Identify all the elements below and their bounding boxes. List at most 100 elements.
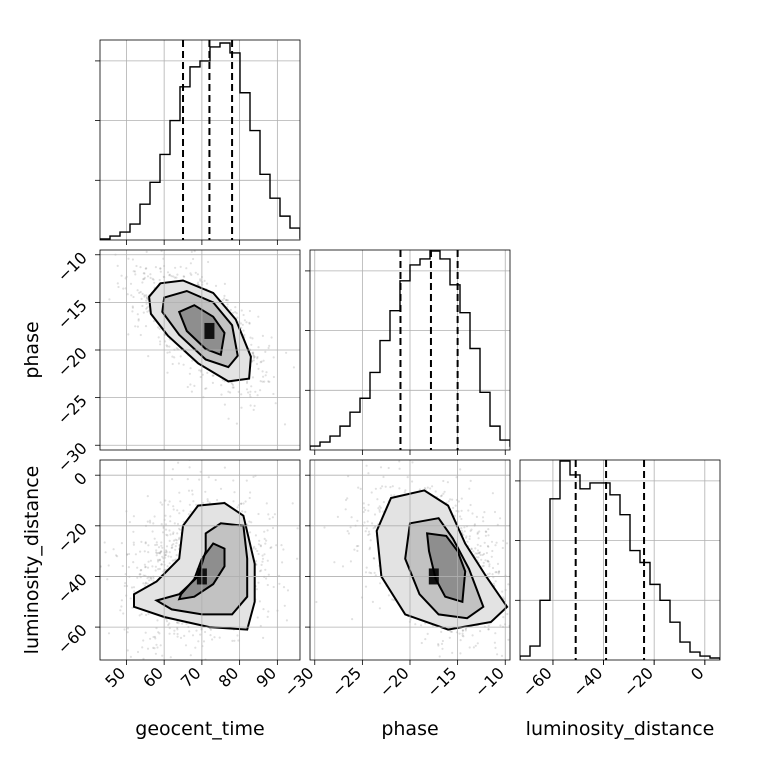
scatter-point bbox=[181, 664, 183, 666]
scatter-point bbox=[460, 527, 463, 530]
scatter-point bbox=[197, 284, 200, 287]
scatter-point bbox=[423, 487, 426, 490]
scatter-point bbox=[269, 546, 272, 550]
scatter-point bbox=[126, 649, 129, 652]
scatter-point bbox=[178, 491, 181, 494]
scatter-point bbox=[175, 554, 178, 557]
scatter-point bbox=[262, 375, 265, 378]
scatter-point bbox=[258, 570, 262, 573]
scatter-point bbox=[123, 628, 126, 631]
scatter-point bbox=[487, 624, 490, 627]
scatter-point bbox=[261, 370, 264, 373]
scatter-point bbox=[157, 326, 160, 329]
scatter-point bbox=[224, 298, 228, 302]
scatter-point bbox=[182, 363, 185, 366]
scatter-point bbox=[387, 594, 390, 597]
scatter-point bbox=[283, 423, 287, 426]
scatter-point bbox=[176, 635, 179, 638]
scatter-point bbox=[152, 577, 155, 580]
scatter-point bbox=[272, 585, 275, 589]
scatter-point bbox=[176, 273, 179, 276]
scatter-point bbox=[280, 544, 283, 547]
scatter-point bbox=[141, 646, 144, 649]
scatter-point bbox=[256, 549, 259, 553]
scatter-point bbox=[468, 487, 471, 490]
scatter-point bbox=[129, 282, 133, 285]
scatter-point bbox=[344, 508, 347, 511]
xtick-label-phase-3: −15 bbox=[423, 663, 460, 700]
scatter-point bbox=[474, 547, 477, 550]
scatter-point bbox=[156, 619, 159, 622]
scatter-point bbox=[249, 491, 252, 494]
scatter-point bbox=[135, 264, 138, 268]
scatter-point bbox=[494, 571, 497, 574]
scatter-point bbox=[152, 320, 156, 323]
scatter-point bbox=[278, 582, 281, 585]
scatter-point bbox=[164, 499, 167, 502]
scatter-point bbox=[232, 479, 235, 482]
scatter-point bbox=[429, 487, 432, 490]
scatter-point bbox=[148, 519, 152, 522]
scatter-point bbox=[141, 304, 144, 308]
scatter-point bbox=[247, 391, 250, 394]
scatter-point bbox=[146, 275, 150, 278]
scatter-point bbox=[240, 502, 243, 505]
scatter-point bbox=[365, 464, 368, 467]
scatter-point bbox=[165, 618, 168, 621]
scatter-point bbox=[264, 542, 267, 545]
scatter-point bbox=[144, 267, 147, 270]
scatter-point bbox=[249, 531, 252, 534]
scatter-point bbox=[398, 487, 401, 490]
scatter-point bbox=[167, 555, 170, 558]
scatter-point bbox=[304, 531, 306, 533]
scatter-point bbox=[120, 274, 123, 277]
scatter-point bbox=[502, 539, 505, 542]
scatter-point bbox=[460, 497, 463, 500]
scatter-point bbox=[155, 627, 158, 630]
scatter-point bbox=[384, 485, 387, 488]
scatter-point bbox=[154, 543, 157, 547]
scatter-point bbox=[267, 573, 270, 576]
scatter-point bbox=[379, 506, 382, 509]
scatter-point bbox=[267, 513, 270, 516]
scatter-point bbox=[139, 550, 142, 553]
scatter-point bbox=[194, 271, 197, 274]
scatter-point bbox=[239, 322, 242, 325]
scatter-point bbox=[240, 326, 243, 329]
scatter-point bbox=[149, 637, 152, 640]
scatter-point bbox=[251, 337, 254, 340]
scatter-point bbox=[490, 555, 493, 558]
scatter-point bbox=[138, 573, 141, 576]
scatter-point bbox=[460, 509, 463, 512]
scatter-point bbox=[282, 548, 285, 551]
ytick-label-luminosity_distance-2: −20 bbox=[54, 519, 91, 556]
scatter-point bbox=[319, 499, 321, 501]
scatter-point bbox=[333, 561, 336, 564]
scatter-point bbox=[439, 443, 441, 445]
scatter-point bbox=[155, 543, 159, 546]
scatter-point bbox=[426, 632, 429, 636]
scatter-point bbox=[252, 547, 255, 550]
scatter-point bbox=[461, 629, 464, 632]
scatter-point bbox=[467, 455, 469, 457]
scatter-point bbox=[185, 622, 188, 625]
scatter-point bbox=[199, 375, 202, 379]
scatter-point bbox=[116, 555, 119, 558]
scatter-point bbox=[191, 359, 194, 362]
scatter-point bbox=[127, 566, 130, 569]
scatter-point bbox=[170, 275, 173, 278]
scatter-point bbox=[501, 590, 504, 593]
scatter-point bbox=[373, 571, 376, 575]
scatter-point bbox=[292, 366, 295, 369]
scatter-point bbox=[543, 593, 545, 595]
scatter-point bbox=[199, 470, 202, 473]
scatter-point bbox=[461, 629, 465, 632]
scatter-point bbox=[259, 545, 262, 548]
scatter-point bbox=[367, 509, 370, 512]
scatter-point bbox=[169, 656, 172, 659]
scatter-point bbox=[367, 503, 370, 506]
scatter-point bbox=[474, 552, 477, 555]
scatter-point bbox=[235, 312, 238, 315]
scatter-point bbox=[145, 297, 148, 300]
